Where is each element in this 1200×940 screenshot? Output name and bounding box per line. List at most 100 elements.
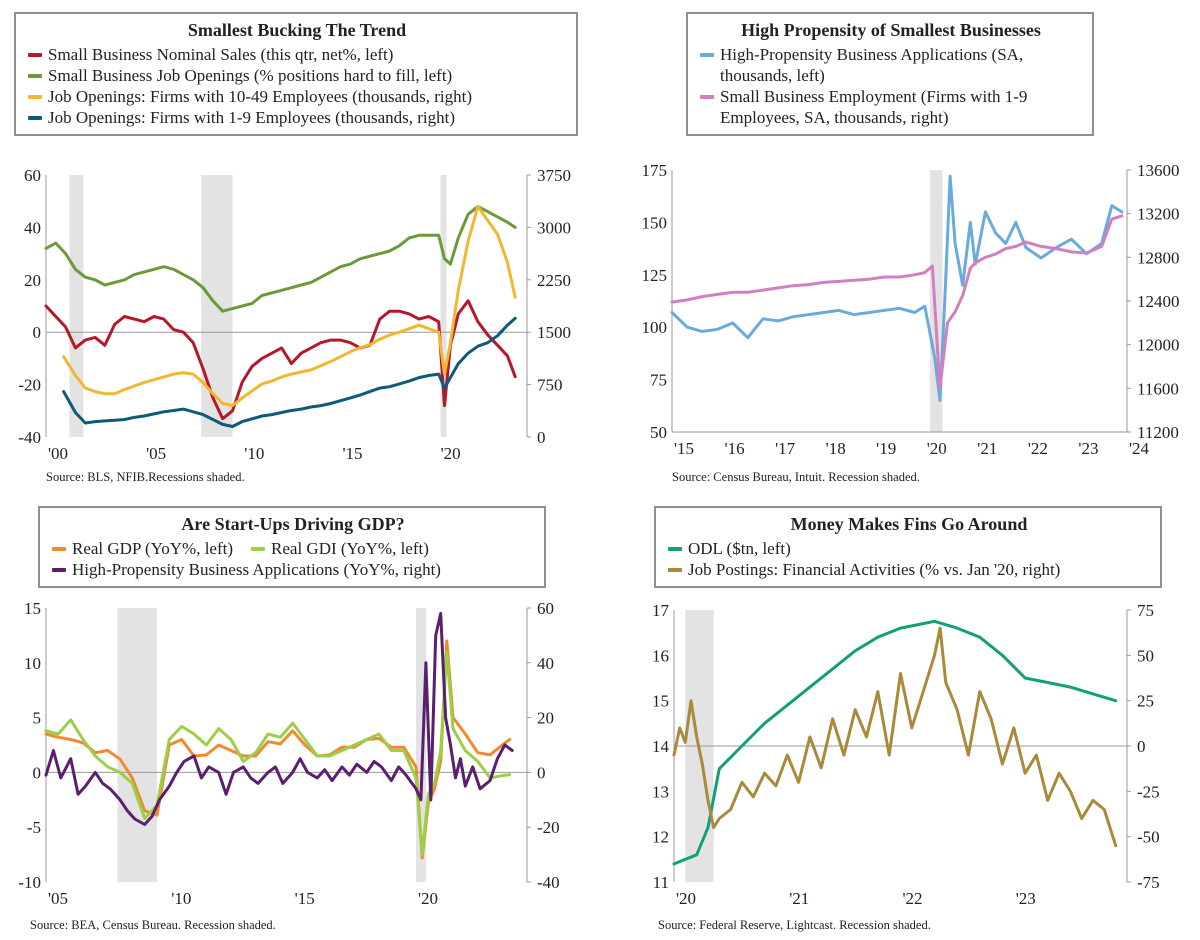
legend-swatch <box>28 74 42 78</box>
y-tick-right: -50 <box>1137 828 1160 847</box>
y-tick-left: 0 <box>33 323 42 342</box>
chart-title: Money Makes Fins Go Around <box>790 514 1028 534</box>
legend-swatch <box>251 547 266 551</box>
legend-item: Job Postings: Financial Activities (% vs… <box>668 559 1150 580</box>
legend-box: Are Start-Ups Driving GDP? Real GDP (YoY… <box>38 506 546 588</box>
panel-money-makes-fins: 17 16 15 14 13 12 11 75 50 25 0 -25 -50 -75 '20 '21 '22 '… <box>600 470 1200 940</box>
panel-smallest-bucking-trend: 60 40 20 0 -20 -40 3750 3000 2250 1500 750 0 '00 '05 '… <box>0 0 600 484</box>
x-tick: '22 <box>1028 439 1048 458</box>
y-tick-left: 5 <box>33 709 42 728</box>
chart-startups-gdp: 15 10 5 0 -5 -10 60 40 20 0 -20 -40 '05 '10 '15 '20 <box>18 599 560 908</box>
y-tick-left: 100 <box>642 318 668 337</box>
y-tick-right: 0 <box>1137 737 1146 756</box>
y-tick-right: 12400 <box>1137 292 1180 311</box>
legend: Real GDP (YoY%, left) Real GDI (YoY%, lef… <box>52 538 534 580</box>
y-tick-left: 11 <box>653 873 669 892</box>
y-tick-right: 0 <box>537 763 546 782</box>
y-tick-right: 11600 <box>1137 379 1179 398</box>
y-tick-left: 60 <box>24 166 41 185</box>
chart-title: High Propensity of Smallest Businesses <box>741 20 1041 40</box>
x-tick: '17 <box>775 439 796 458</box>
y-tick-right: 13600 <box>1137 161 1180 180</box>
chart-title: Are Start-Ups Driving GDP? <box>181 514 405 534</box>
x-tick: '20 <box>676 889 696 908</box>
legend-item: ODL ($tn, left) <box>668 538 1150 559</box>
x-tick: '20 <box>441 444 461 463</box>
x-tick: '20 <box>418 889 438 908</box>
series-line-2 <box>670 214 1124 390</box>
source-note: Source: Census Bureau, Intuit. Recession… <box>672 470 920 484</box>
y-tick-left: -40 <box>18 428 41 447</box>
series-line-3 <box>62 204 517 408</box>
series-line-2 <box>44 204 517 313</box>
y-tick-right: 0 <box>537 428 546 447</box>
y-tick-left: 15 <box>652 692 669 711</box>
y-tick-right: 2250 <box>537 271 571 290</box>
y-tick-left: 20 <box>24 271 41 290</box>
y-tick-right: 3750 <box>537 166 571 185</box>
panel-startups-gdp: 15 10 5 0 -5 -10 60 40 20 0 -20 -40 '05 '10 '15 '20 Are… <box>0 470 600 940</box>
y-tick-left: 14 <box>652 737 670 756</box>
x-tick: '16 <box>725 439 745 458</box>
recession-band <box>440 175 447 437</box>
y-tick-right: 60 <box>537 599 554 618</box>
y-tick-left: 15 <box>24 599 41 618</box>
y-tick-left: 16 <box>652 646 669 665</box>
legend-swatch <box>700 95 714 99</box>
legend-swatch <box>668 547 682 551</box>
source-note: Source: BLS, NFIB.Recessions shaded. <box>46 470 245 484</box>
y-tick-right: 25 <box>1137 692 1154 711</box>
legend-swatch <box>28 53 42 57</box>
series-line-3 <box>44 612 514 826</box>
legend-item: Real GDI (YoY%, left) <box>251 538 429 559</box>
y-tick-left: 50 <box>650 423 667 442</box>
y-tick-left: 40 <box>24 218 41 237</box>
y-tick-left: -5 <box>27 818 41 837</box>
legend-item: Small Business Nominal Sales (this qtr, … <box>28 44 566 65</box>
legend-label: Job Openings: Firms with 10-49 Employees… <box>48 87 473 106</box>
series-line-2 <box>44 650 512 857</box>
x-tick: '05 <box>48 889 68 908</box>
y-tick-left: 175 <box>642 161 668 180</box>
y-tick-right: 20 <box>537 709 554 728</box>
legend: High-Propensity Business Applications (S… <box>700 44 1082 128</box>
panel-high-propensity: 175 150 125 100 75 50 13600 13200 12800 12400 1200… <box>600 0 1200 484</box>
legend-label: Small Business Job Openings (% positions… <box>48 66 453 85</box>
legend: Small Business Nominal Sales (this qtr, … <box>28 44 566 128</box>
series-line-1 <box>670 174 1124 403</box>
legend-label: Small Business Employment (Firms with 1-… <box>720 87 1028 127</box>
legend-item: Small Business Job Openings (% positions… <box>28 65 566 86</box>
legend-item: Job Openings: Firms with 10-49 Employees… <box>28 86 566 107</box>
y-tick-right: -20 <box>537 818 560 837</box>
legend-box: Smallest Bucking The Trend Small Busines… <box>14 12 578 136</box>
legend-swatch <box>52 547 66 551</box>
x-tick: '21 <box>789 889 809 908</box>
y-tick-left: 12 <box>652 828 669 847</box>
legend-swatch <box>52 568 66 572</box>
x-tick: '15 <box>342 444 362 463</box>
x-tick: '19 <box>876 439 896 458</box>
x-tick: '15 <box>674 439 694 458</box>
y-tick-left: 0 <box>33 763 42 782</box>
x-tick: '10 <box>171 889 191 908</box>
x-tick: '22 <box>902 889 922 908</box>
legend-swatch <box>668 568 682 572</box>
legend-item: Small Business Employment (Firms with 1-… <box>700 86 1082 128</box>
x-tick: '10 <box>244 444 264 463</box>
y-tick-right: -75 <box>1137 873 1160 892</box>
chart-smallest-bucking-trend: 60 40 20 0 -20 -40 3750 3000 2250 1500 750 0 '00 '05 '… <box>18 166 571 463</box>
x-tick: '21 <box>977 439 997 458</box>
legend-label: Real GDP (YoY%, left) <box>72 539 234 558</box>
y-tick-left: -10 <box>18 873 41 892</box>
chart-money-makes-fins: 17 16 15 14 13 12 11 75 50 25 0 -25 -50 -75 '20 '21 '22 '… <box>652 601 1160 908</box>
y-tick-left: 13 <box>652 782 669 801</box>
legend-label: Job Postings: Financial Activities (% vs… <box>688 560 1061 579</box>
legend: ODL ($tn, left) Job Postings: Financial A… <box>668 538 1150 580</box>
y-tick-right: 1500 <box>537 323 571 342</box>
legend-label: High-Propensity Business Applications (S… <box>720 45 1024 85</box>
series-line-2 <box>672 626 1118 848</box>
x-tick: '00 <box>48 444 68 463</box>
legend-swatch <box>700 53 714 57</box>
y-tick-right: -40 <box>537 873 560 892</box>
